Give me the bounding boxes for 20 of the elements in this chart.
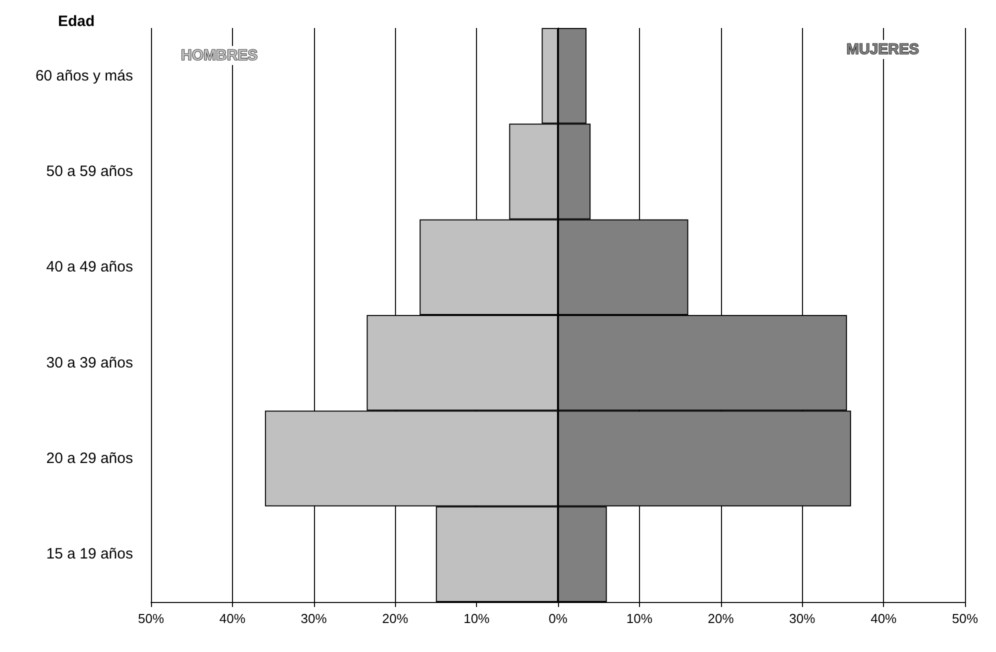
x-tick-label: 30% — [789, 611, 816, 626]
x-tick-label: 20% — [708, 611, 734, 626]
y-tick-label: 60 años y más — [35, 67, 133, 84]
x-tick-label: 50% — [952, 611, 978, 626]
x-tick-label: 50% — [138, 611, 164, 626]
y-tick-label: 15 a 19 años — [46, 546, 133, 563]
y-tick-label: 20 a 29 años — [46, 450, 133, 467]
y-axis-title: Edad — [58, 13, 95, 30]
y-tick-label: 40 a 49 años — [46, 258, 133, 276]
text: MUJERES — [846, 41, 920, 58]
x-tick-label: 40% — [870, 611, 898, 626]
x-tick-label: 10% — [626, 611, 653, 626]
y-tick-label: 30 a 39 años — [46, 354, 133, 372]
text: HOMBRES — [181, 47, 258, 64]
x-tick-label: 40% — [219, 611, 246, 626]
x-tick-label: 30% — [300, 611, 328, 626]
y-tick-label: 50 a 59 años — [46, 163, 133, 180]
x-tick-label: 0% — [548, 611, 568, 626]
x-tick-label: 20% — [382, 611, 409, 626]
x-tick-label: 10% — [464, 611, 490, 626]
